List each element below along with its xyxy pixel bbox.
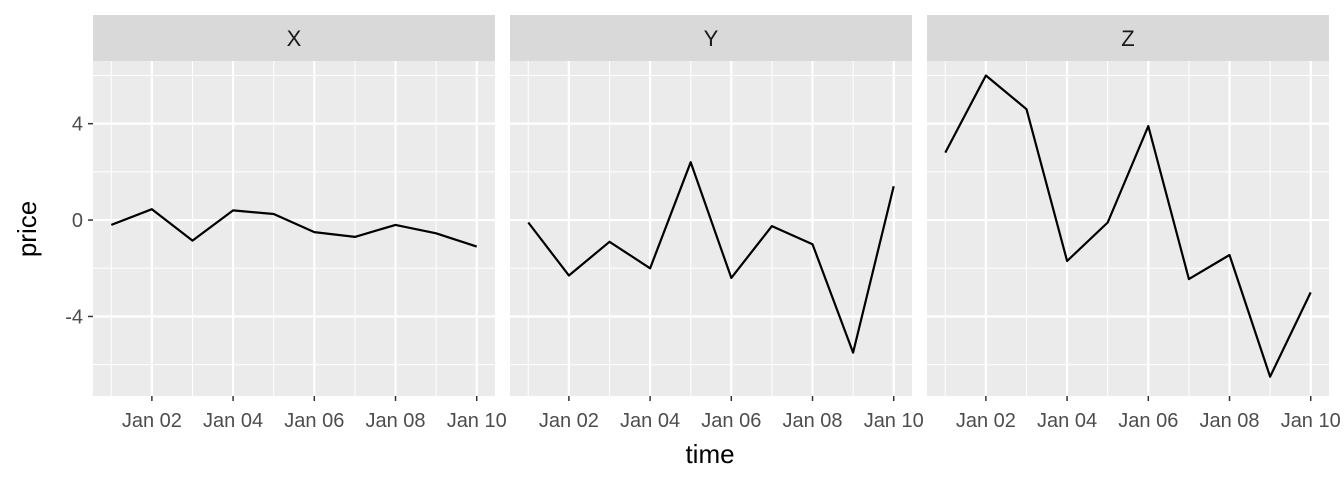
x-tick-label: Jan 10 <box>1281 410 1341 432</box>
y-axis-title: price <box>12 201 42 257</box>
x-tick-label: Jan 02 <box>122 410 182 432</box>
facet-strip-label: X <box>287 26 302 51</box>
x-tick-label: Jan 06 <box>1118 410 1178 432</box>
x-tick-label: Jan 02 <box>539 410 599 432</box>
panel-background <box>93 61 495 396</box>
facet-strip <box>927 15 1329 61</box>
x-tick-label: Jan 04 <box>203 410 263 432</box>
x-tick-label: Jan 02 <box>956 410 1016 432</box>
series-line-z <box>944 74 1312 378</box>
facet-panel-y: Y Jan 02 Jan 04 Jan 06 Jan 08 Jan 10 <box>510 15 924 432</box>
panel-background <box>510 61 912 396</box>
x-tick-label: Jan 10 <box>447 410 507 432</box>
x-tick-label: Jan 06 <box>701 410 761 432</box>
x-axis-title: time <box>685 439 734 469</box>
series-line-y <box>527 161 895 354</box>
facet-strip-label: Z <box>1121 26 1134 51</box>
facet-strip <box>510 15 912 61</box>
series-line-x <box>110 208 478 248</box>
facet-panels: X Jan 02 Jan 04 Jan 06 Jan 08 Jan 10 Y Jan 02 Ja… <box>93 15 1341 432</box>
y-tick-label: -4 <box>65 306 83 328</box>
x-tick-label: Jan 04 <box>620 410 680 432</box>
panel-background <box>927 61 1329 396</box>
facet-strip <box>93 15 495 61</box>
x-tick-label: Jan 08 <box>365 410 425 432</box>
y-tick-label: 0 <box>72 210 83 232</box>
x-tick-label: Jan 06 <box>284 410 344 432</box>
y-tick-label: 4 <box>72 114 83 136</box>
x-tick-label: Jan 08 <box>782 410 842 432</box>
facet-panel-x: X Jan 02 Jan 04 Jan 06 Jan 08 Jan 10 <box>93 15 507 432</box>
y-axis: 4 0 -4 <box>65 114 93 328</box>
facet-strip-label: Y <box>704 26 719 51</box>
x-tick-label: Jan 08 <box>1199 410 1259 432</box>
x-tick-label: Jan 04 <box>1037 410 1097 432</box>
facet-panel-z: Z Jan 02 Jan 04 Jan 06 Jan 08 Jan 10 <box>927 15 1341 432</box>
x-tick-label: Jan 10 <box>864 410 924 432</box>
